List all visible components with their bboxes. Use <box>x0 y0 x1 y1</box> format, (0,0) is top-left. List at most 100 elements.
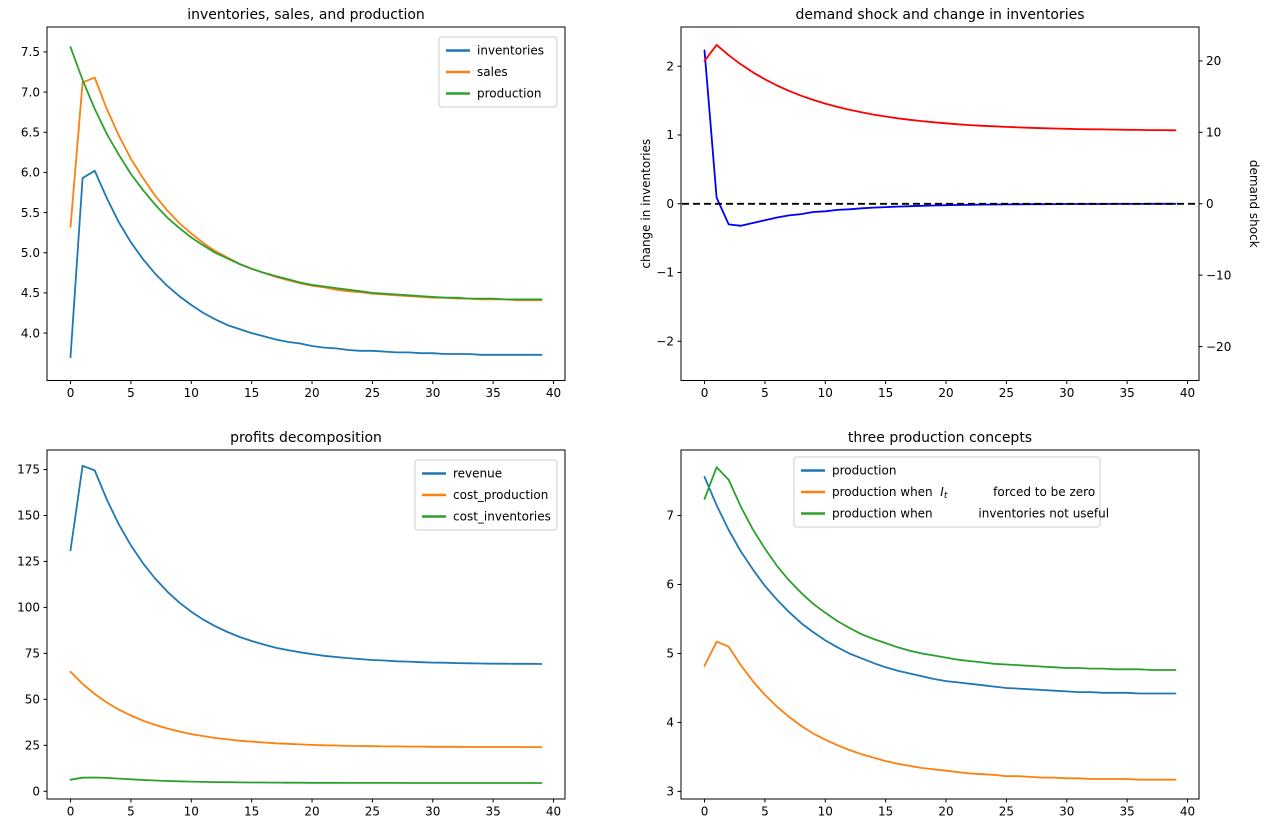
y-tick-label: 5 <box>666 647 674 661</box>
x-tick-label: 10 <box>818 386 833 400</box>
x-tick-label: 15 <box>244 386 259 400</box>
y-tick-label: 150 <box>17 509 40 523</box>
y-tick-label: 75 <box>25 647 40 661</box>
legend-profits-decomposition: revenue cost_production cost_inventories <box>414 459 558 531</box>
series-line-cost-production <box>69 670 543 748</box>
chart-title-demand-shock-and-change-in-inventories: demand shock and change in inventories <box>795 7 1084 23</box>
x-tick-label: 0 <box>67 386 75 400</box>
x-tick-label: 5 <box>761 805 769 819</box>
legend-label-cost-inventories: cost_inventories <box>453 510 551 524</box>
legend-three-production-concepts: production production when It forced to b… <box>793 456 1109 528</box>
axes-spines <box>46 449 566 800</box>
series-line-production <box>703 475 1177 695</box>
legend-box <box>793 456 1101 528</box>
x-tick-label: 30 <box>1059 386 1074 400</box>
y-tick-label: 0 <box>32 784 40 798</box>
series-line-inventories <box>69 169 543 359</box>
legend-box <box>414 459 558 531</box>
x-tick-label: 10 <box>818 805 833 819</box>
x-tick-label: 5 <box>761 386 769 400</box>
series-line-revenue <box>69 464 543 665</box>
y-tick-label: −1 <box>656 266 674 280</box>
y-tick-label: 5.5 <box>21 206 40 220</box>
x-tick-label: 15 <box>878 805 893 819</box>
chart-title-inventories-sales-production: inventories, sales, and production <box>187 7 425 23</box>
x-tick-label: 20 <box>938 386 953 400</box>
panel-demand-shock-and-change-in-inventories: 0 5 10 15 20 25 30 35 40−2−1012−20−1001020demand… <box>639 7 1261 400</box>
x-tick-label: 40 <box>546 805 561 819</box>
x-tick-label: 35 <box>486 805 501 819</box>
y-tick-label: 4.5 <box>21 286 40 300</box>
x-tick-label: 20 <box>304 386 319 400</box>
panel-profits-decomposition: 0 5 10 15 20 25 30 35 40 0 25 50 75 100 125 150 175 profi… <box>17 430 566 819</box>
legend-label-production-when-inventories-forced-to-be-zero: production when It forced to be zero <box>832 485 1095 501</box>
axes-spines <box>46 26 566 381</box>
y-tick-label: 25 <box>25 739 40 753</box>
legend-inventories-sales-production: inventories sales production <box>438 36 558 108</box>
x-tick-label: 40 <box>546 386 561 400</box>
x-tick-label: 35 <box>486 386 501 400</box>
x-tick-label: 20 <box>938 805 953 819</box>
x-tick-label: 15 <box>878 386 893 400</box>
x-tick-label: 30 <box>425 386 440 400</box>
series-line-demand-shock <box>703 44 1177 132</box>
legend-label-cost-production: cost_production <box>453 488 548 502</box>
legend-box <box>438 36 558 108</box>
series-line-production-when-inventories-not-useful <box>703 466 1177 671</box>
chart-title-three-production-concepts: three production concepts <box>848 430 1032 446</box>
y-axis-label-right: demand shock <box>1247 160 1261 248</box>
y-tick-label: 125 <box>17 555 40 569</box>
x-tick-label: 35 <box>1120 386 1135 400</box>
y-tick-label: 4 <box>666 716 674 730</box>
y-tick-label: −2 <box>656 334 674 348</box>
chart-title-profits-decomposition: profits decomposition <box>230 430 382 446</box>
y-tick-label: 6 <box>666 578 674 592</box>
legend-label-revenue: revenue <box>453 467 502 481</box>
x-tick-label: 25 <box>365 805 380 819</box>
y-tick-label: 5.0 <box>21 246 40 260</box>
y-tick-label: 4.0 <box>21 326 40 340</box>
x-tick-label: 20 <box>304 805 319 819</box>
x-tick-label: 0 <box>701 805 709 819</box>
x-tick-label: 25 <box>999 386 1014 400</box>
y-tick-label-right: −10 <box>1206 268 1231 282</box>
x-tick-label: 25 <box>365 386 380 400</box>
x-tick-label: 15 <box>244 805 259 819</box>
series-line-production <box>69 46 543 301</box>
x-tick-label: 10 <box>184 386 199 400</box>
series-line-production-when-inventories-forced-to-be-zero <box>703 640 1177 781</box>
legend-label-inventories: inventories <box>477 44 544 58</box>
legend-label-production: production <box>832 464 896 478</box>
y-tick-label: 1 <box>666 128 674 142</box>
x-tick-label: 35 <box>1120 805 1135 819</box>
x-tick-label: 5 <box>127 386 135 400</box>
axes-spines <box>680 449 1200 800</box>
x-tick-label: 30 <box>1059 805 1074 819</box>
x-tick-label: 0 <box>67 805 75 819</box>
legend-label-production-when-inventories-not-useful: production when inventories not useful <box>832 507 1109 521</box>
legend-label-sales: sales <box>477 65 508 79</box>
y-tick-label-right: 10 <box>1206 126 1221 140</box>
y-tick-label: 7.5 <box>21 45 40 59</box>
x-tick-label: 25 <box>999 805 1014 819</box>
x-tick-label: 40 <box>1180 386 1195 400</box>
y-tick-label-right: 0 <box>1206 197 1214 211</box>
y-tick-label: 7 <box>666 509 674 523</box>
y-tick-label: 175 <box>17 463 40 477</box>
y-tick-label-right: 20 <box>1206 54 1221 68</box>
panel-inventories-sales-production: 0 5 10 15 20 25 30 35 40 4.0 4.5 5.0 5.5 6.0 6.5 7.0 7.5… <box>21 7 566 400</box>
x-tick-label: 30 <box>425 805 440 819</box>
y-tick-label: 7.0 <box>21 85 40 99</box>
x-tick-label: 5 <box>127 805 135 819</box>
y-tick-label: 50 <box>25 693 40 707</box>
series-line-change-in-inventories <box>703 49 1177 227</box>
y-tick-label: 3 <box>666 785 674 799</box>
x-tick-label: 10 <box>184 805 199 819</box>
panel-three-production-concepts: 0 5 10 15 20 25 30 35 40 3 4 5 6 7 three production co… <box>666 430 1200 819</box>
y-tick-label: 6.5 <box>21 125 40 139</box>
y-tick-label-right: −20 <box>1206 340 1231 354</box>
y-tick-label: 0 <box>666 197 674 211</box>
y-tick-label: 6.0 <box>21 166 40 180</box>
